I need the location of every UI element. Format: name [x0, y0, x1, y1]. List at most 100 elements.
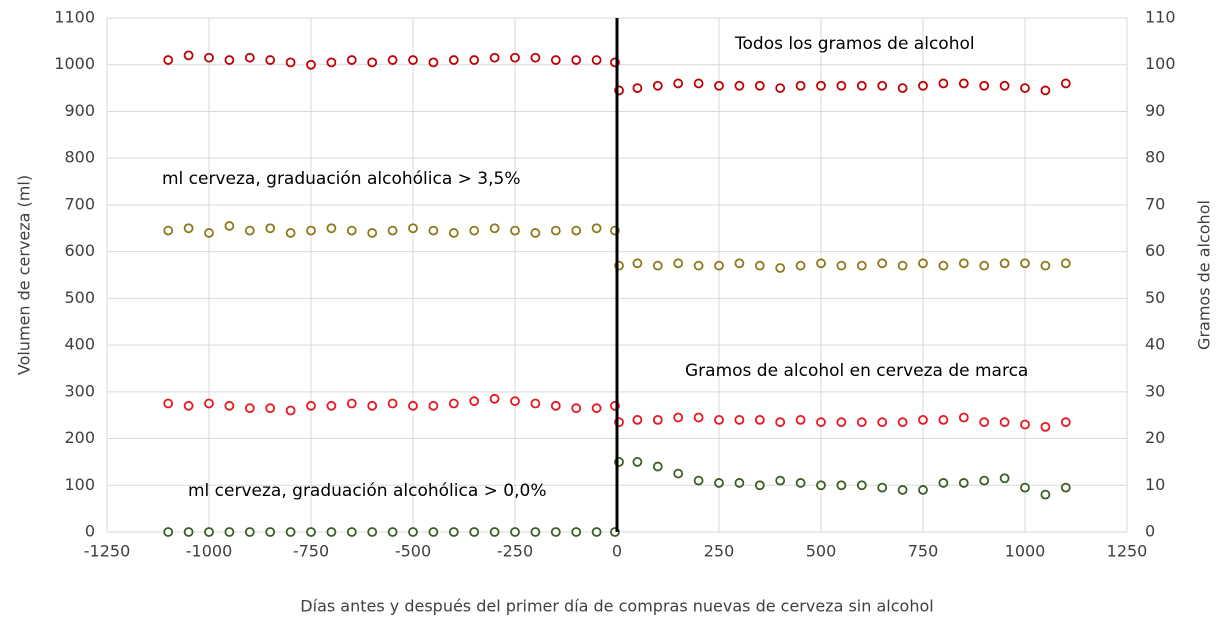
data-point — [530, 228, 541, 238]
data-point — [1020, 83, 1030, 93]
data-point — [326, 223, 337, 234]
data-point — [469, 396, 480, 407]
data-point — [510, 52, 520, 63]
y-tick-label: 1000 — [54, 54, 95, 73]
data-point — [448, 527, 459, 537]
data-point — [1060, 258, 1071, 269]
data-point — [816, 258, 826, 269]
data-point — [448, 55, 459, 65]
data-point — [897, 83, 908, 93]
data-point — [734, 414, 745, 425]
data-point — [428, 400, 439, 411]
data-point — [510, 225, 520, 236]
data-point — [652, 461, 663, 472]
data-point — [1020, 419, 1030, 430]
data-point — [999, 258, 1010, 269]
data-point — [285, 405, 296, 416]
data-point — [448, 228, 459, 238]
data-point — [632, 457, 643, 467]
data-point — [428, 527, 439, 537]
data-point — [367, 400, 378, 411]
data-point — [652, 414, 663, 425]
data-point — [836, 80, 847, 91]
data-point — [571, 403, 582, 414]
data-point — [958, 258, 969, 269]
data-point — [816, 80, 826, 91]
data-point — [673, 468, 684, 479]
data-point — [530, 52, 541, 63]
data-point — [387, 225, 398, 236]
data-point — [632, 83, 643, 93]
data-point — [938, 414, 949, 425]
data-point — [306, 527, 316, 537]
y2-tick-label: 10 — [1145, 475, 1165, 494]
data-point — [306, 400, 316, 411]
data-point — [489, 393, 500, 404]
data-point — [204, 527, 214, 537]
data-point — [367, 228, 378, 238]
data-point — [1040, 260, 1051, 271]
data-point — [408, 527, 418, 537]
data-point — [979, 80, 990, 91]
data-point — [346, 398, 357, 409]
data-point — [244, 403, 255, 414]
data-point — [510, 396, 520, 407]
data-point — [1020, 482, 1030, 493]
x-tick-label: 750 — [908, 542, 939, 561]
data-point — [1040, 85, 1051, 96]
data-point — [448, 398, 459, 409]
data-point — [856, 417, 867, 428]
data-point — [550, 225, 561, 236]
plot-area: 0100200300400500600700800900100011000102… — [54, 8, 1175, 561]
y-tick-label: 300 — [64, 381, 95, 400]
data-point — [571, 225, 582, 236]
data-point — [285, 527, 296, 537]
data-point — [1040, 489, 1051, 500]
data-point — [877, 258, 888, 269]
data-point — [285, 228, 296, 238]
data-point — [469, 225, 480, 236]
data-point — [1020, 258, 1030, 269]
data-point — [754, 414, 765, 425]
data-point — [224, 221, 235, 231]
data-point — [979, 260, 990, 271]
y-tick-label: 200 — [64, 428, 95, 447]
data-point — [693, 475, 704, 486]
data-point — [795, 478, 806, 488]
data-point — [938, 260, 949, 271]
data-point — [918, 485, 928, 495]
data-point — [632, 414, 643, 425]
data-point — [734, 258, 745, 269]
data-point — [714, 478, 724, 488]
data-point — [550, 55, 561, 65]
y-tick-label: 0 — [85, 522, 95, 541]
data-point — [163, 398, 174, 409]
data-point — [1060, 78, 1071, 89]
data-point — [183, 50, 194, 61]
data-point — [346, 55, 357, 65]
data-point — [673, 258, 684, 269]
x-tick-label: -750 — [293, 542, 329, 561]
data-point — [489, 223, 500, 234]
data-point — [734, 80, 745, 91]
data-point — [571, 55, 582, 65]
y-tick-label: 1100 — [54, 8, 95, 27]
data-point — [224, 527, 235, 537]
data-point — [244, 527, 255, 537]
data-point — [224, 400, 235, 411]
data-point — [387, 398, 398, 409]
x-tick-label: -1250 — [84, 542, 131, 561]
y2-tick-label: 40 — [1145, 335, 1165, 354]
x-tick-label: 1000 — [1005, 542, 1046, 561]
y2-tick-label: 90 — [1145, 101, 1165, 120]
y2-tick-label: 50 — [1145, 288, 1165, 307]
data-point — [571, 527, 582, 537]
data-point — [530, 527, 541, 537]
data-point — [591, 55, 602, 65]
data-point — [367, 527, 378, 537]
data-point — [428, 57, 439, 68]
data-point — [856, 480, 867, 491]
y2-axis-title: Gramos de alcohol — [1195, 200, 1214, 350]
data-point — [714, 80, 724, 91]
